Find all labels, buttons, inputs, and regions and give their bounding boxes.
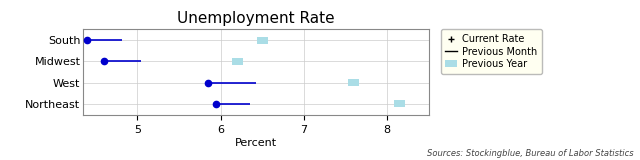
FancyBboxPatch shape xyxy=(348,79,359,86)
Title: Unemployment Rate: Unemployment Rate xyxy=(177,11,335,26)
Text: Sources: Stockingblue, Bureau of Labor Statistics: Sources: Stockingblue, Bureau of Labor S… xyxy=(427,149,634,158)
FancyBboxPatch shape xyxy=(232,58,243,65)
FancyBboxPatch shape xyxy=(394,100,405,107)
Legend: Current Rate, Previous Month, Previous Year: Current Rate, Previous Month, Previous Y… xyxy=(440,29,542,74)
X-axis label: Percent: Percent xyxy=(235,138,277,148)
FancyBboxPatch shape xyxy=(257,37,268,44)
